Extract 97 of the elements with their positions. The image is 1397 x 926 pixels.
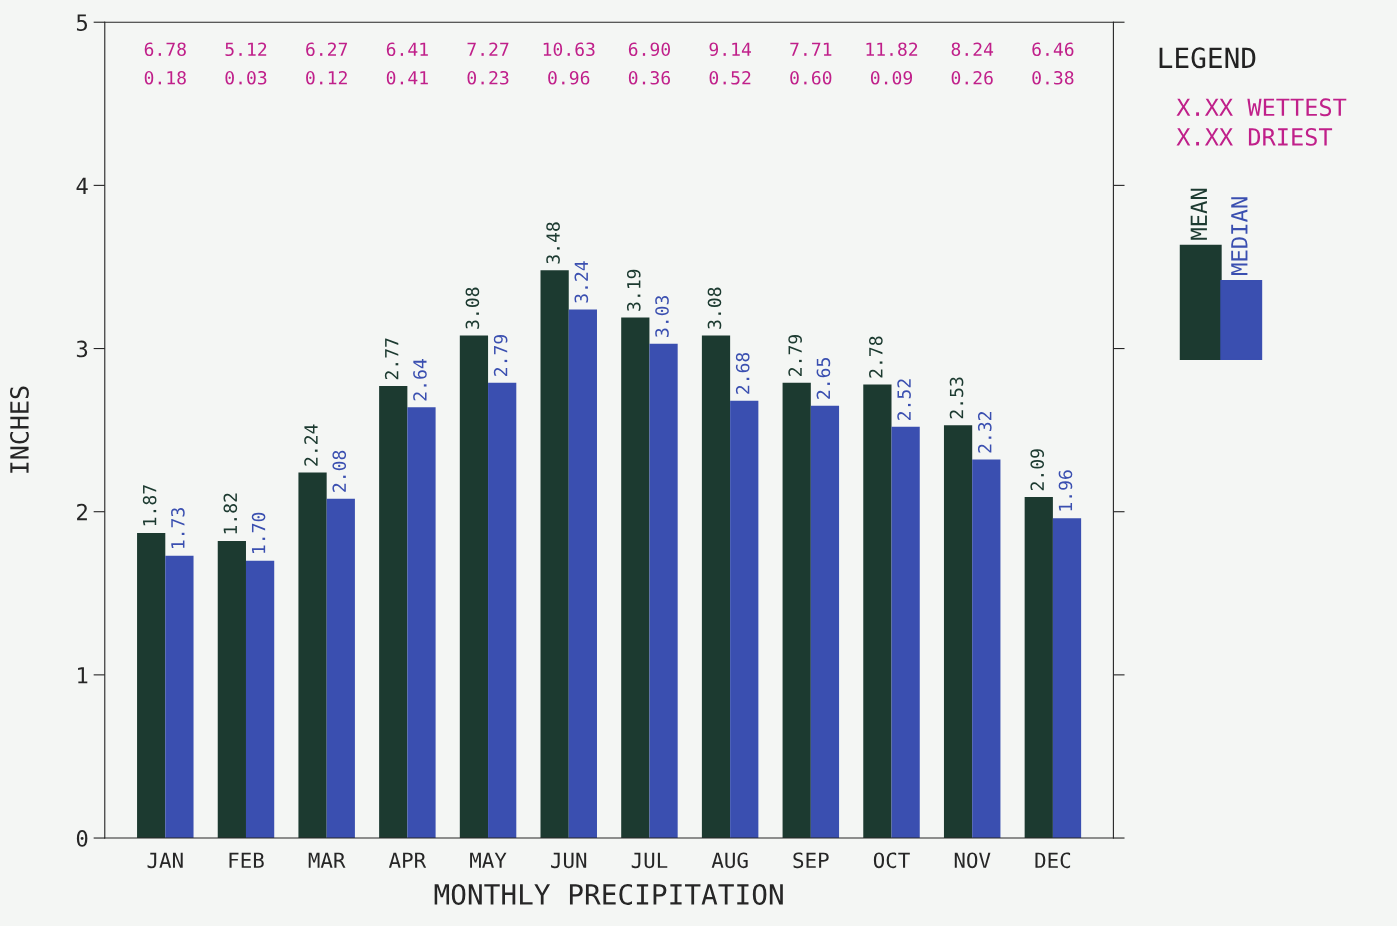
data-label: 2.77 bbox=[384, 338, 399, 380]
bar bbox=[782, 382, 811, 839]
x-tick-label: APR bbox=[388, 852, 427, 868]
annotation: 11.82 bbox=[866, 42, 918, 57]
x-tick-label: DEC bbox=[1035, 852, 1071, 869]
data-label: 2.78 bbox=[869, 336, 883, 378]
data-label: 1.87 bbox=[142, 485, 157, 526]
bar bbox=[730, 400, 759, 839]
bar bbox=[165, 555, 194, 839]
data-label: 2.64 bbox=[413, 359, 427, 401]
bar bbox=[326, 498, 355, 839]
annotation: 7.27 bbox=[467, 42, 509, 56]
annotation: 0.60 bbox=[790, 70, 832, 85]
x-tick-label: JAN bbox=[147, 852, 183, 869]
text: MEAN bbox=[1190, 188, 1207, 240]
annotation: 0.09 bbox=[870, 70, 913, 85]
y-axis-title: INCHES bbox=[10, 386, 29, 473]
y-tick-label: 0 bbox=[76, 830, 88, 847]
annotation: 0.41 bbox=[386, 70, 428, 85]
annotation: 6.78 bbox=[144, 42, 186, 57]
bar bbox=[891, 426, 920, 839]
x-tick-label: SEP bbox=[793, 852, 829, 869]
data-label: 3.08 bbox=[465, 287, 480, 329]
data-label: 1.70 bbox=[251, 512, 266, 553]
annotation: 0.23 bbox=[467, 70, 509, 85]
x-tick-label: JUL bbox=[631, 852, 668, 869]
data-label: 2.68 bbox=[735, 352, 750, 394]
x-tick-label: MAY bbox=[470, 852, 507, 868]
annotation: 0.18 bbox=[144, 70, 186, 85]
x-tick-label: OCT bbox=[873, 852, 910, 869]
x-tick-label: NOV bbox=[954, 852, 991, 869]
annotation: 0.96 bbox=[548, 70, 590, 85]
bar bbox=[379, 386, 408, 839]
x-tick-label: JUN bbox=[551, 852, 587, 869]
data-label: 2.24 bbox=[304, 424, 318, 466]
annotation: 5.12 bbox=[225, 42, 267, 57]
bar bbox=[972, 459, 1001, 839]
annotation: 0.38 bbox=[1032, 70, 1074, 85]
bar bbox=[701, 335, 731, 839]
bar bbox=[217, 541, 246, 839]
bar bbox=[1024, 497, 1053, 839]
bar bbox=[863, 384, 892, 839]
y-tick-label: 1 bbox=[78, 667, 88, 684]
data-label: 2.52 bbox=[897, 379, 911, 420]
annotation: 0.52 bbox=[709, 70, 751, 85]
x-tick-label: AUG bbox=[711, 852, 748, 869]
bar bbox=[488, 382, 517, 839]
annotation: 7.71 bbox=[790, 42, 832, 56]
bar bbox=[621, 317, 650, 839]
data-label: 3.08 bbox=[707, 287, 722, 329]
bar bbox=[568, 309, 597, 839]
data-label: 1.96 bbox=[1058, 470, 1073, 511]
text: MEDIAN bbox=[1231, 197, 1248, 276]
data-label: 3.03 bbox=[655, 295, 669, 337]
bar bbox=[943, 425, 973, 839]
data-label: 2.32 bbox=[977, 411, 992, 453]
data-label: 2.79 bbox=[788, 335, 802, 376]
annotation: 9.14 bbox=[709, 42, 752, 57]
data-label: 2.79 bbox=[493, 335, 508, 376]
y-tick-label: 2 bbox=[77, 503, 87, 521]
annotation: 0.26 bbox=[951, 70, 993, 85]
y-tick-label: 5 bbox=[76, 14, 88, 32]
bar bbox=[407, 407, 436, 839]
x-axis-title: MONTHLY PRECIPITATION bbox=[434, 883, 783, 905]
y-tick-label: 4 bbox=[76, 177, 88, 194]
annotation: 0.03 bbox=[225, 70, 267, 85]
annotation: 6.41 bbox=[386, 42, 428, 57]
annotation: 0.12 bbox=[306, 70, 347, 85]
text: X.XX WETTEST bbox=[1176, 98, 1347, 117]
x-tick-label: MAR bbox=[308, 852, 346, 868]
data-label: 2.65 bbox=[816, 358, 831, 399]
legend-title: LEGEND bbox=[1159, 47, 1256, 69]
data-label: 1.82 bbox=[223, 493, 238, 534]
bar bbox=[245, 560, 275, 839]
data-label: 1.73 bbox=[171, 508, 185, 549]
bar bbox=[810, 405, 840, 839]
bar bbox=[649, 343, 678, 839]
data-label: 3.19 bbox=[626, 269, 641, 311]
data-label: 2.09 bbox=[1030, 449, 1045, 491]
annotation: 8.24 bbox=[951, 42, 994, 57]
annotation: 6.27 bbox=[306, 42, 348, 57]
data-label: 3.24 bbox=[574, 261, 589, 303]
annotation: 0.36 bbox=[628, 70, 671, 85]
bar bbox=[459, 335, 489, 839]
annotation: 10.63 bbox=[543, 42, 595, 57]
y-tick-label: 3 bbox=[76, 340, 88, 358]
annotation: 6.46 bbox=[1032, 42, 1074, 57]
bar bbox=[1052, 518, 1082, 839]
bar bbox=[540, 270, 569, 839]
annotation: 6.90 bbox=[628, 42, 671, 57]
bar bbox=[137, 532, 166, 839]
bar bbox=[298, 472, 327, 839]
data-label: 3.48 bbox=[546, 222, 560, 264]
data-label: 2.53 bbox=[949, 377, 964, 419]
data-label: 2.08 bbox=[332, 450, 347, 492]
text: X.XX DRIEST bbox=[1176, 127, 1333, 146]
x-tick-label: FEB bbox=[229, 852, 264, 868]
